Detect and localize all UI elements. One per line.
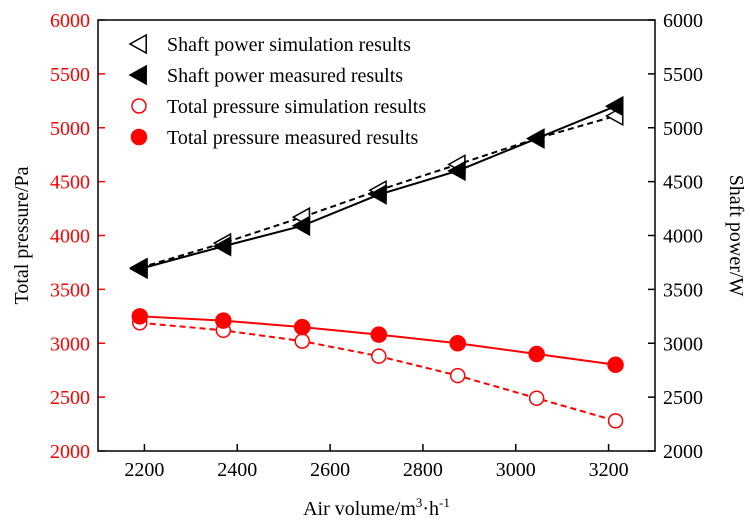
series-3-point xyxy=(371,348,387,364)
legend-marker-1 xyxy=(128,33,147,55)
x-tick-label: 3200 xyxy=(589,459,629,481)
right-tick-label: 3000 xyxy=(663,333,703,355)
series-2-point xyxy=(368,184,387,205)
series-3-point xyxy=(449,367,466,384)
plot-series xyxy=(129,95,624,429)
x-tick-label: 2800 xyxy=(403,459,443,481)
legend-label-4: Total pressure measured results xyxy=(167,127,419,149)
left-tick-label: 6000 xyxy=(50,10,90,32)
y-axis-label-right: Shaft power/W xyxy=(725,175,747,297)
legend-marker-2 xyxy=(128,64,147,86)
legend-label-3: Total pressure simulation results xyxy=(167,96,426,118)
legend-label-2: Shaft power measured results xyxy=(167,65,403,87)
series-3-point xyxy=(294,333,310,349)
series-2-point xyxy=(129,258,148,280)
legend: Shaft power simulation results Shaft powe… xyxy=(128,33,426,149)
left-tick-label: 4000 xyxy=(50,226,90,248)
left-tick-label: 5000 xyxy=(50,118,90,140)
right-tick-label: 4000 xyxy=(663,226,703,248)
left-tick-label: 5500 xyxy=(50,64,90,86)
series-2-point xyxy=(526,128,545,149)
series-2-point xyxy=(291,215,311,237)
left-y-axis: 2000 2500 3000 3500 4000 4500 5000 5500 6000 xyxy=(50,10,105,463)
series-3-point xyxy=(607,413,624,429)
x-axis-label-sup2: -1 xyxy=(439,495,450,510)
right-tick-label: 2000 xyxy=(663,441,703,463)
series-4-point xyxy=(607,356,624,374)
series-3-point xyxy=(528,390,545,406)
legend-label-1: Shaft power simulation results xyxy=(167,34,411,56)
legend-marker-4 xyxy=(130,128,148,146)
right-tick-label: 2500 xyxy=(663,387,703,409)
series-4-point xyxy=(215,312,232,329)
x-axis-label: Air volume/m3·h-1 xyxy=(303,495,450,520)
y-axis-label-left: Total pressure/Pa xyxy=(11,166,33,304)
series-4-point xyxy=(131,308,149,325)
series-2-point xyxy=(212,236,232,257)
right-y-axis: 2000 2500 3000 3500 4000 4500 5000 5500 6000 xyxy=(648,10,703,463)
left-tick-label: 3000 xyxy=(50,333,90,355)
series-4-point xyxy=(293,318,311,336)
series-2-point xyxy=(447,160,466,182)
plot-frame xyxy=(97,19,656,452)
x-tick-label: 2600 xyxy=(310,459,350,481)
left-tick-label: 2000 xyxy=(50,441,90,463)
legend-marker-3 xyxy=(131,98,147,114)
left-tick-label: 3500 xyxy=(50,279,90,301)
series-4-point xyxy=(528,345,545,363)
series-4-point xyxy=(449,335,466,352)
series-4-point xyxy=(370,326,388,343)
right-tick-label: 6000 xyxy=(663,10,703,32)
x-axis-label-mid: ·h xyxy=(422,498,439,520)
x-tick-label: 3000 xyxy=(496,459,536,481)
x-axis-label-sup1: 3 xyxy=(416,495,423,510)
left-tick-label: 4500 xyxy=(50,172,90,194)
x-axis-label-main: Air volume/m xyxy=(303,498,416,520)
right-tick-label: 5500 xyxy=(663,64,703,86)
right-tick-label: 4500 xyxy=(663,172,703,194)
right-tick-label: 5000 xyxy=(663,118,703,140)
right-tick-label: 3500 xyxy=(663,279,703,301)
x-tick-label: 2200 xyxy=(124,459,164,481)
x-axis: 2200 2400 2600 2800 3000 3200 xyxy=(124,444,629,481)
series-2-point xyxy=(605,95,624,117)
x-tick-label: 2400 xyxy=(217,459,257,481)
left-tick-label: 2500 xyxy=(50,387,90,409)
